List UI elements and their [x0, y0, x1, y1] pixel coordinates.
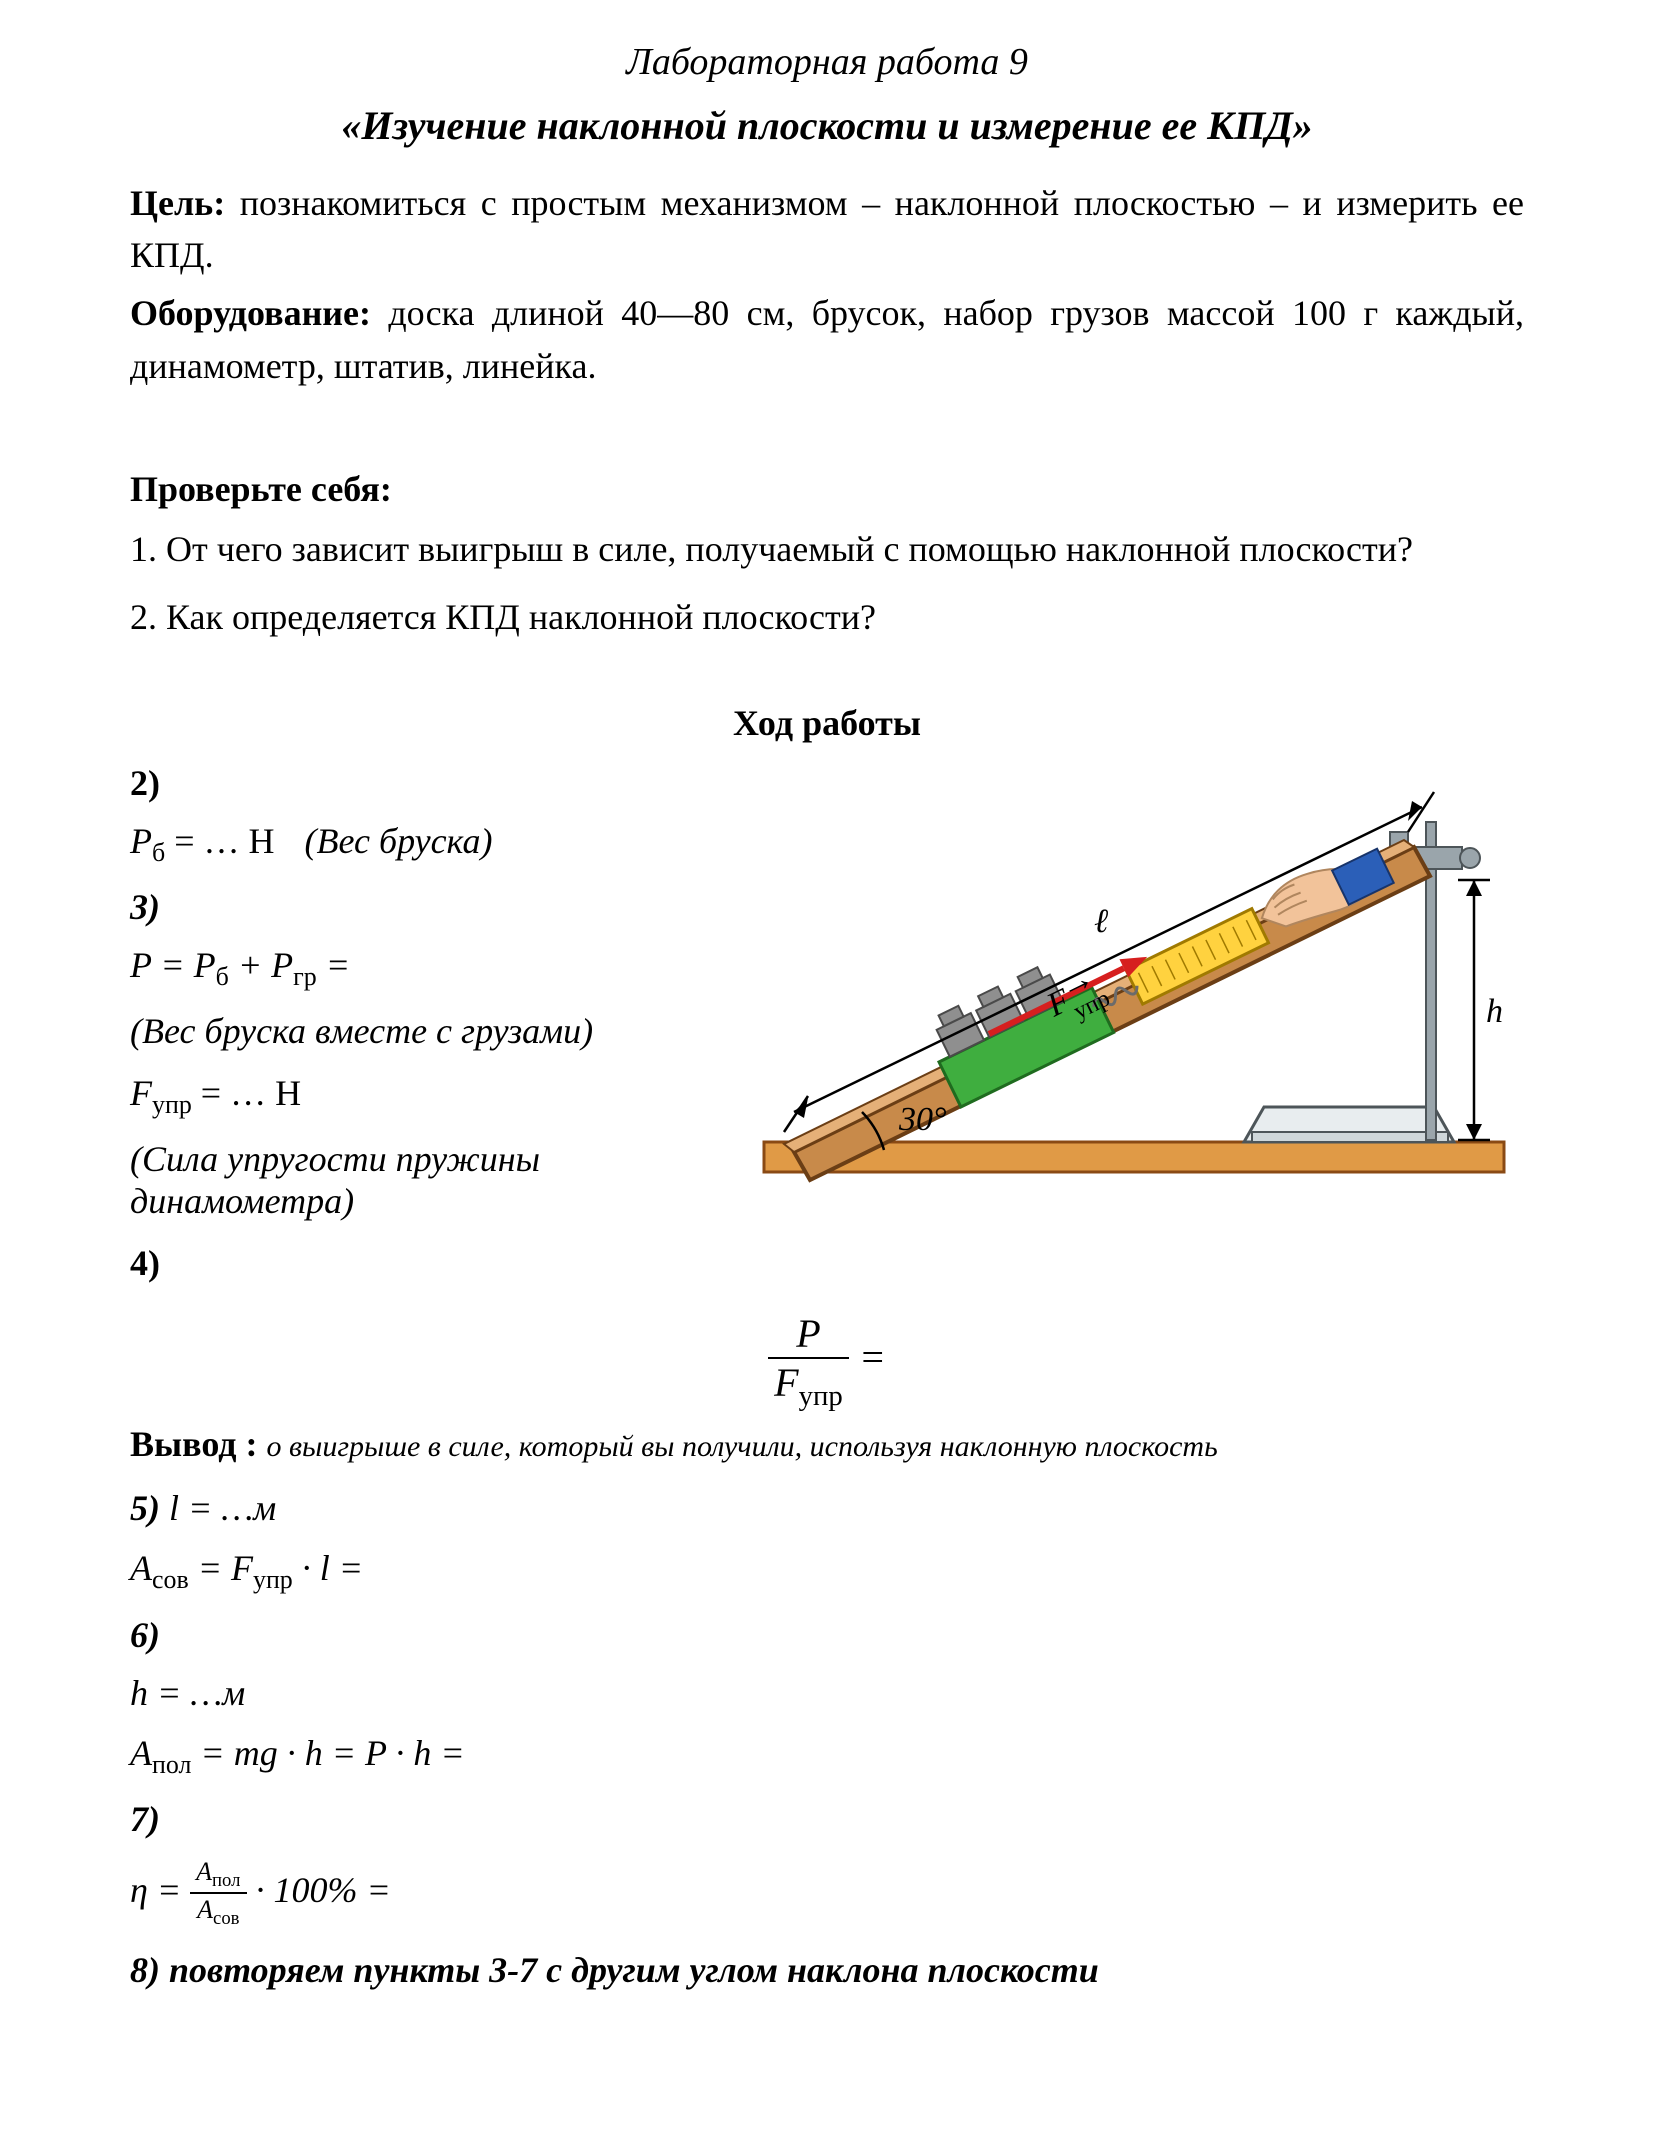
goal-label: Цель: — [130, 183, 225, 223]
step-7-tail: · 100% = — [247, 1870, 391, 1910]
svg-text:ℓ: ℓ — [1094, 903, 1108, 940]
work-heading: Ход работы — [130, 702, 1524, 744]
check-heading: Проверьте себя: — [130, 468, 1524, 510]
step-7-formula: η = Aпол Aсов · 100% = — [130, 1856, 1524, 1931]
step-4-number: 4) — [130, 1242, 734, 1284]
f-symbol: F — [130, 1073, 152, 1113]
step-5-formula: l = …м — [169, 1488, 276, 1528]
step-7-number: 7) — [130, 1798, 1524, 1840]
svg-text:30°: 30° — [898, 1101, 947, 1138]
step-6-formula: h = …м — [130, 1672, 1524, 1714]
lab-subtitle: «Изучение наклонной плоскости и измерени… — [130, 102, 1524, 149]
step-6-number: 6) — [130, 1614, 1524, 1656]
frac-equals: = — [849, 1335, 886, 1380]
step-6b-formula: Aпол = mg · h = P · h = — [130, 1732, 1524, 1780]
f-sub-upr: упр — [152, 1090, 192, 1119]
goal-text: познакомиться с простым механизмом – нак… — [130, 183, 1524, 275]
step-2-note: (Вес бруска) — [305, 820, 493, 862]
step-5-number: 5) — [130, 1488, 169, 1528]
step-3-number: 3) — [130, 886, 734, 928]
svg-text:h: h — [1486, 993, 1503, 1030]
question-2: 2. Как определяется КПД наклонной плоско… — [130, 596, 1524, 638]
p-value: = … Н — [165, 821, 274, 861]
equipment-label: Оборудование: — [130, 293, 371, 333]
equipment-paragraph: Оборудование: доска длиной 40—80 см, бру… — [130, 287, 1524, 391]
p-symbol: P — [130, 821, 152, 861]
step-4-fraction: P Fупр = — [130, 1310, 1524, 1413]
f-value: = … Н — [192, 1073, 301, 1113]
step-3-note: (Вес бруска вместе с грузами) — [130, 1010, 734, 1052]
step-2-number: 2) — [130, 762, 734, 804]
conclusion-label: Вывод : — [130, 1424, 266, 1464]
step-2-formula: Pб = … Н — [130, 820, 275, 868]
diagram-column: 30° — [734, 762, 1524, 1197]
p-sub-b: б — [152, 838, 165, 867]
conclusion-line: Вывод : о выигрыше в силе, который вы по… — [130, 1423, 1524, 1465]
frac-numerator: P — [768, 1310, 849, 1357]
eta-symbol: η = — [130, 1870, 190, 1910]
question-1: 1. От чего зависит выигрыш в силе, получ… — [130, 528, 1524, 570]
step-8-line: 8) повторяем пункты 3-7 с другим углом н… — [130, 1949, 1524, 1991]
steps-left-column: 2) Pб = … Н (Вес бруска) 3) P = Pб + Pгр… — [130, 762, 734, 1301]
step-3b-note: (Сила упругости пружины динамометра) — [130, 1138, 734, 1222]
step-3-formula: P = Pб + Pгр = — [130, 944, 734, 992]
frac-denominator: Fупр — [768, 1357, 849, 1413]
step-5b-formula: Aсов = Fупр · l = — [130, 1547, 1524, 1595]
lab-title: Лабораторная работа 9 — [130, 40, 1524, 84]
inclined-plane-diagram: 30° — [754, 762, 1514, 1192]
step-3b-formula: Fупр = … Н — [130, 1072, 734, 1120]
goal-paragraph: Цель: познакомиться с простым механизмом… — [130, 177, 1524, 281]
conclusion-text: о выигрыше в силе, который вы получили, … — [266, 1430, 1217, 1463]
step-5-line: 5) l = …м — [130, 1487, 1524, 1529]
